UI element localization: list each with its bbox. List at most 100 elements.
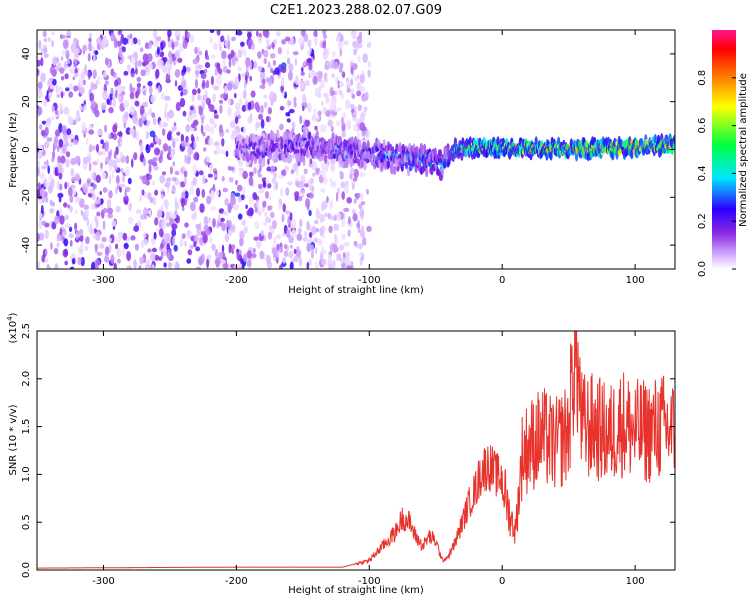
- noise-speckle: [213, 85, 220, 91]
- noise-speckle: [228, 166, 235, 171]
- noise-speckle: [198, 50, 203, 56]
- noise-speckle: [249, 76, 252, 82]
- noise-speckle: [137, 38, 141, 46]
- noise-speckle: [115, 175, 120, 184]
- y-tick-label: 40: [21, 48, 32, 61]
- noise-speckle: [321, 162, 327, 171]
- noise-speckle: [259, 250, 265, 260]
- noise-speckle: [87, 53, 91, 62]
- noise-speckle: [54, 263, 59, 269]
- noise-speckle: [336, 212, 342, 221]
- noise-speckle: [37, 151, 43, 160]
- noise-speckle: [358, 38, 363, 43]
- noise-speckle: [136, 76, 142, 82]
- noise-speckle: [306, 261, 310, 269]
- noise-speckle: [182, 40, 188, 49]
- noise-speckle: [235, 179, 238, 186]
- noise-speckle: [100, 102, 107, 111]
- noise-speckle: [362, 53, 368, 63]
- noise-speckle: [174, 197, 178, 206]
- noise-speckle: [213, 122, 217, 129]
- ridge-cell: [268, 150, 272, 161]
- noise-speckle: [88, 37, 92, 43]
- noise-speckle: [259, 71, 266, 79]
- noise-speckle: [360, 201, 366, 206]
- noise-speckle: [58, 208, 63, 216]
- noise-speckle: [160, 193, 164, 200]
- noise-speckle: [263, 101, 268, 109]
- noise-speckle: [334, 233, 337, 243]
- noise-speckle: [227, 53, 232, 60]
- noise-speckle: [338, 90, 343, 95]
- noise-speckle: [298, 256, 303, 267]
- y-tick-label: 2.5: [21, 323, 32, 339]
- noise-speckle: [203, 68, 208, 74]
- noise-speckle: [258, 36, 263, 44]
- noise-speckle: [158, 256, 162, 262]
- noise-speckle: [160, 93, 166, 101]
- noise-speckle: [69, 226, 73, 232]
- noise-speckle: [224, 198, 229, 207]
- noise-speckle: [226, 219, 230, 228]
- noise-speckle: [69, 194, 74, 203]
- noise-speckle: [78, 230, 81, 237]
- noise-speckle: [54, 109, 59, 115]
- noise-speckle: [289, 261, 294, 269]
- noise-speckle: [181, 206, 185, 211]
- noise-speckle: [276, 234, 282, 240]
- noise-speckle: [308, 232, 313, 238]
- noise-speckle: [314, 219, 319, 225]
- noise-speckle: [213, 173, 218, 178]
- noise-speckle: [228, 58, 232, 68]
- noise-speckle: [264, 211, 267, 217]
- noise-speckle: [151, 180, 155, 186]
- noise-speckle: [352, 177, 358, 182]
- noise-speckle: [70, 141, 73, 148]
- noise-speckle: [225, 150, 229, 157]
- noise-speckle: [54, 166, 58, 177]
- noise-speckle: [245, 102, 249, 112]
- noise-speckle: [186, 115, 192, 123]
- noise-speckle: [343, 207, 350, 212]
- noise-speckle: [127, 64, 131, 73]
- noise-speckle: [86, 217, 90, 227]
- noise-speckle: [164, 109, 167, 119]
- noise-speckle: [295, 249, 302, 257]
- spectrogram-x-label: Height of straight line (km): [288, 285, 424, 296]
- noise-speckle: [172, 184, 176, 194]
- noise-speckle: [361, 131, 366, 137]
- noise-speckle: [68, 91, 74, 98]
- noise-speckle: [281, 39, 286, 45]
- noise-speckle: [239, 230, 245, 239]
- noise-speckle: [267, 61, 271, 69]
- ridge-cell: [534, 136, 538, 146]
- noise-speckle: [41, 165, 47, 170]
- noise-speckle: [149, 142, 155, 148]
- noise-speckle: [179, 237, 184, 248]
- noise-speckle: [173, 125, 177, 131]
- noise-speckle: [246, 209, 252, 216]
- noise-speckle: [129, 127, 135, 136]
- noise-speckle: [65, 87, 70, 92]
- noise-speckle: [335, 77, 338, 84]
- noise-speckle: [37, 166, 40, 177]
- noise-speckle: [42, 44, 48, 55]
- noise-speckle: [60, 56, 64, 61]
- noise-speckle: [67, 204, 70, 209]
- ridge-cell: [276, 129, 280, 139]
- noise-speckle: [156, 36, 159, 42]
- noise-speckle: [134, 100, 140, 107]
- noise-speckle: [138, 60, 142, 67]
- noise-speckle: [356, 43, 363, 49]
- noise-speckle: [364, 91, 369, 101]
- noise-speckle: [333, 214, 337, 222]
- noise-speckle: [267, 231, 273, 240]
- noise-speckle: [270, 67, 274, 74]
- noise-speckle: [247, 101, 252, 111]
- noise-speckle: [119, 140, 124, 146]
- noise-speckle: [309, 177, 314, 184]
- noise-speckle: [293, 96, 297, 103]
- noise-speckle: [282, 203, 286, 213]
- noise-speckle: [267, 76, 272, 87]
